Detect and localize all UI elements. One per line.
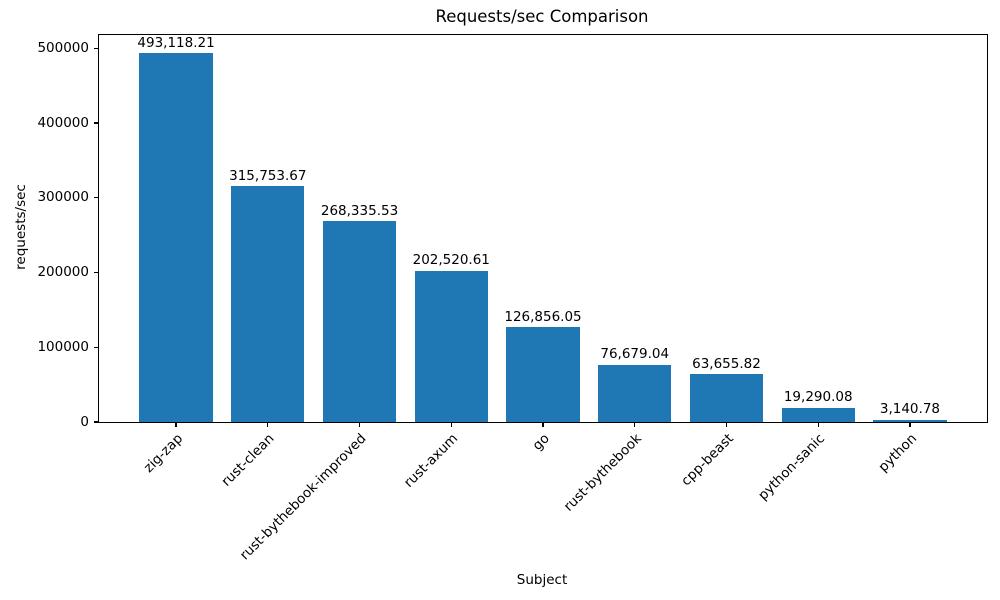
y-tick-label: 400000 bbox=[37, 114, 89, 131]
bar-python-sanic bbox=[781, 407, 855, 422]
x-tick-mark bbox=[909, 423, 911, 427]
y-tick-label: 300000 bbox=[37, 189, 89, 206]
y-tick-mark bbox=[94, 197, 98, 199]
bar-rust-clean bbox=[231, 186, 305, 422]
bar-value-label: 3,140.78 bbox=[879, 401, 940, 418]
bar-rust-bythebook bbox=[598, 364, 672, 422]
x-tick-label: python bbox=[875, 430, 920, 476]
y-tick-mark bbox=[94, 346, 98, 348]
x-tick-mark bbox=[358, 423, 361, 427]
y-tick-mark bbox=[94, 122, 98, 124]
bar-rust-axum bbox=[414, 270, 488, 422]
x-tick-mark bbox=[817, 423, 819, 427]
bar-value-label: 493,118.21 bbox=[137, 34, 215, 51]
x-axis-title: Subject bbox=[516, 572, 568, 588]
bar-value-label: 268,335.53 bbox=[320, 202, 399, 219]
chart-title: Requests/sec Comparison bbox=[435, 7, 649, 26]
bar-value-label: 76,679.04 bbox=[600, 346, 670, 363]
x-tick-label: rust-axum bbox=[400, 430, 462, 491]
bar-cpp-beast bbox=[689, 374, 764, 422]
x-tick-mark bbox=[267, 423, 269, 427]
bar-value-label: 315,753.67 bbox=[229, 167, 307, 184]
x-tick-label: cpp-beast bbox=[677, 430, 737, 490]
y-tick-label: 0 bbox=[80, 413, 89, 430]
y-tick-label: 500000 bbox=[37, 39, 89, 56]
bar-python bbox=[873, 419, 947, 422]
x-tick-mark bbox=[175, 423, 177, 427]
x-tick-mark bbox=[725, 423, 728, 427]
bar-value-label: 19,290.08 bbox=[783, 389, 853, 406]
bar-value-label: 202,520.61 bbox=[412, 252, 490, 269]
x-tick-mark bbox=[542, 423, 544, 427]
bar-value-label: 126,856.05 bbox=[504, 308, 582, 325]
x-tick-label: zig-zap bbox=[140, 430, 186, 476]
y-tick-mark bbox=[94, 271, 98, 274]
bar-go bbox=[506, 327, 580, 422]
y-tick-mark bbox=[94, 47, 98, 49]
x-tick-mark bbox=[634, 423, 636, 427]
plot-area: 0 100000 200000 300000 400000 500000 493,118.2… bbox=[37, 34, 988, 563]
x-tick-label: go bbox=[529, 430, 553, 454]
x-tick-label: rust-bythebook bbox=[560, 430, 645, 515]
x-tick-label: rust-clean bbox=[218, 430, 278, 490]
y-tick-label: 200000 bbox=[37, 264, 89, 280]
bar-rust-bythebook-improved bbox=[322, 221, 397, 422]
y-tick-label: 100000 bbox=[37, 338, 89, 355]
bar-value-label: 63,655.82 bbox=[692, 355, 761, 372]
y-axis-title: requests/sec bbox=[13, 184, 29, 270]
x-tick-mark bbox=[450, 423, 452, 427]
y-tick-mark bbox=[94, 421, 98, 423]
x-tick-label: python-sanic bbox=[755, 430, 829, 504]
bar-zig-zap bbox=[139, 53, 213, 422]
